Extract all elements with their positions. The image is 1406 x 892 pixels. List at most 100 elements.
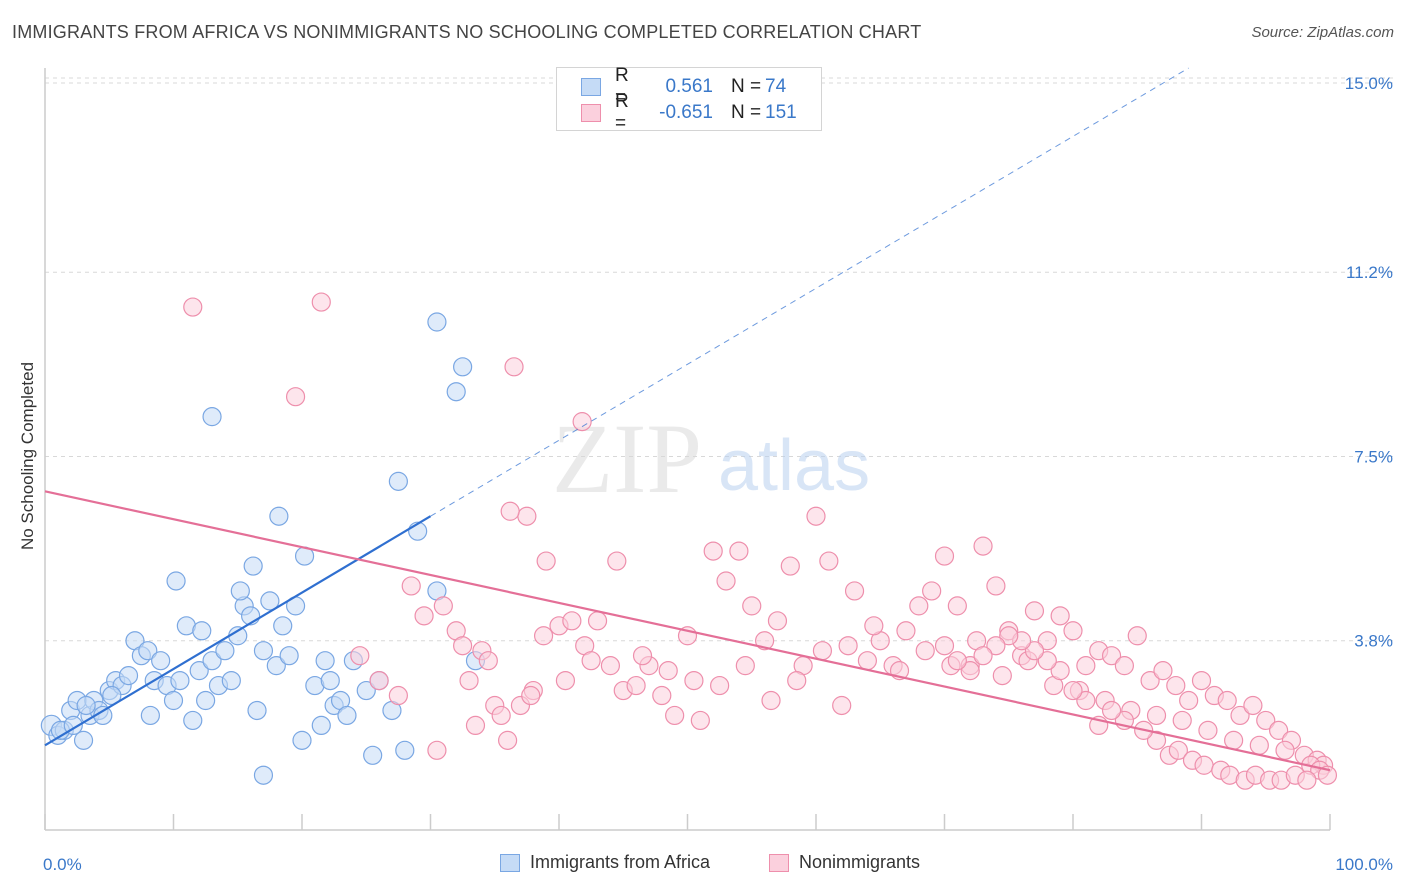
data-point	[1101, 646, 1122, 666]
data-point	[761, 690, 781, 711]
data-point	[703, 541, 723, 561]
data-point	[581, 651, 601, 671]
data-point	[986, 576, 1006, 596]
y-tick-label: 3.8%	[1354, 632, 1393, 651]
data-point	[587, 611, 608, 631]
data-point	[947, 651, 967, 671]
bottom-legend-nonimmigrants: Nonimmigrants	[769, 852, 920, 873]
data-point	[960, 661, 980, 681]
data-point	[1168, 740, 1188, 760]
data-point	[427, 740, 447, 760]
y-tick-label: 11.2%	[1346, 263, 1393, 282]
data-point	[504, 357, 524, 377]
data-point	[1114, 656, 1135, 676]
data-point	[337, 705, 357, 726]
x-tick-label: 100.0%	[1335, 855, 1393, 874]
trend-line-extension	[430, 67, 1189, 517]
data-point	[183, 710, 203, 731]
data-point	[915, 641, 935, 661]
data-point	[1146, 730, 1167, 750]
data-point	[1230, 705, 1250, 726]
data-point	[285, 387, 306, 407]
data-point	[1224, 730, 1244, 750]
data-point	[311, 292, 331, 312]
data-point	[76, 695, 96, 716]
legend-swatch-nonimmigrants	[581, 104, 601, 122]
data-point	[780, 556, 800, 576]
data-point	[433, 596, 453, 616]
trend-line	[44, 490, 1331, 772]
data-point	[446, 382, 466, 402]
data-point	[388, 685, 408, 706]
data-point	[247, 700, 267, 721]
data-point	[320, 670, 340, 691]
data-point	[600, 656, 621, 676]
n-label: N =	[731, 102, 762, 123]
data-point	[626, 675, 646, 696]
data-point	[498, 730, 518, 750]
data-point	[1037, 631, 1057, 651]
data-point	[658, 661, 678, 681]
data-point	[1050, 661, 1070, 681]
data-point	[170, 670, 190, 691]
data-point	[196, 690, 216, 711]
data-point	[787, 670, 807, 691]
data-point	[202, 651, 222, 671]
data-point	[253, 765, 274, 785]
data-point	[315, 651, 335, 671]
data-point	[350, 646, 370, 666]
data-point	[716, 571, 736, 591]
data-point	[922, 581, 942, 601]
data-point	[665, 705, 685, 726]
data-point	[1024, 641, 1045, 661]
chart-title: IMMIGRANTS FROM AFRICA VS NONIMMIGRANTS …	[12, 22, 922, 42]
data-point	[453, 357, 473, 377]
data-point	[395, 740, 415, 760]
legend-row-africa: R = 0.561 N = 74	[581, 65, 787, 108]
axes	[44, 68, 1331, 831]
data-point	[652, 685, 672, 706]
data-point	[986, 636, 1006, 656]
data-point	[453, 636, 473, 656]
data-point	[999, 626, 1019, 646]
data-point	[401, 576, 421, 596]
data-point	[1101, 700, 1122, 721]
data-point	[356, 680, 376, 701]
data-point	[163, 690, 184, 711]
y-tick-label: 15.0%	[1345, 74, 1393, 93]
bottom-swatch-nonimmigrants	[769, 853, 789, 872]
data-point	[934, 546, 955, 566]
data-point	[369, 670, 389, 691]
data-point	[690, 710, 710, 731]
data-point	[838, 636, 858, 656]
y-axis-label: No Schooling Completed	[18, 361, 37, 551]
r-value: 0.561	[665, 76, 713, 97]
data-point	[1076, 690, 1096, 711]
tick-labels: 3.8% 7.5% 11.2% 15.0% 0.0% 100.0%	[43, 74, 1393, 874]
data-point	[189, 661, 209, 681]
data-point	[607, 551, 627, 571]
data-point	[1256, 710, 1276, 731]
data-point	[166, 571, 186, 591]
data-point	[1050, 606, 1070, 626]
data-point	[844, 581, 865, 601]
bottom-legend-label: Nonimmigrants	[799, 852, 921, 872]
data-point	[1037, 651, 1057, 671]
watermark-atlas: atlas	[718, 426, 870, 506]
data-point	[864, 616, 884, 636]
data-point	[253, 641, 274, 661]
n-value: 74	[765, 76, 787, 97]
data-point	[992, 666, 1012, 686]
data-point	[1127, 626, 1147, 646]
data-point	[215, 641, 235, 661]
data-point	[973, 536, 993, 556]
data-point	[269, 506, 289, 526]
data-point	[735, 656, 755, 676]
data-point	[533, 626, 554, 646]
data-point	[151, 651, 171, 671]
data-point	[260, 591, 280, 611]
data-point	[1198, 720, 1218, 740]
data-point	[465, 715, 486, 736]
data-point	[1063, 621, 1083, 641]
